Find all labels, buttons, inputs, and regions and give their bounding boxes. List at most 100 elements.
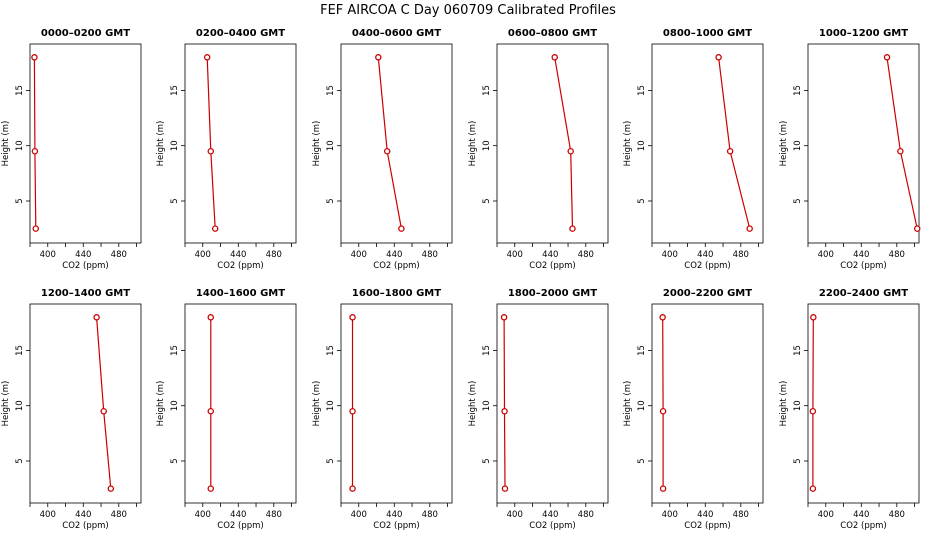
y-tick-label: 15 — [637, 85, 647, 96]
y-tick-label: 5 — [170, 198, 180, 203]
profile-panel: 2000–2200 GMT 400 440 480 5 10 15 CO2 (ppm) Heig… — [623, 288, 764, 531]
profile-data-point — [897, 147, 904, 155]
plot-frame — [807, 43, 920, 244]
profile-panel: 0200–0400 GMT 400 440 480 5 10 15 CO2 (ppm) Heig… — [156, 28, 297, 271]
profile-panel: 0400–0600 GMT 400 440 480 5 10 15 CO2 (ppm) Heig… — [312, 28, 453, 271]
x-tick-label: 400 — [662, 510, 678, 520]
y-tick-label: 5 — [15, 458, 25, 463]
y-axis-label: Height (m) — [779, 381, 789, 427]
y-axis-label: Height (m) — [623, 121, 633, 167]
y-tick-label: 15 — [482, 345, 492, 356]
x-tick-label: 440 — [853, 250, 869, 260]
x-axis-label: CO2 (ppm) — [373, 261, 419, 271]
profile-panel: 0800–1000 GMT 400 440 480 5 10 15 CO2 (ppm) Heig… — [623, 28, 764, 271]
x-tick-label: 400 — [351, 250, 367, 260]
x-tick-label: 400 — [507, 510, 523, 520]
y-axis-label: Height (m) — [1, 381, 11, 427]
y-tick-label: 15 — [170, 345, 180, 356]
y-tick-label: 10 — [482, 400, 492, 411]
profile-series-line — [503, 317, 506, 489]
x-tick-label: 440 — [230, 250, 246, 260]
y-axis-label: Height (m) — [623, 381, 633, 427]
plot-frame — [496, 303, 609, 504]
x-tick-label: 400 — [351, 510, 367, 520]
y-axis-label: Height (m) — [1, 121, 11, 167]
x-tick-label: 400 — [195, 510, 211, 520]
y-tick-label: 10 — [793, 400, 803, 411]
y-tick-label: 15 — [793, 85, 803, 96]
profile-series-line — [718, 57, 751, 229]
x-tick-label: 480 — [266, 250, 282, 260]
x-tick-label: 400 — [40, 510, 56, 520]
y-tick-label: 10 — [482, 140, 492, 151]
x-axis-label: CO2 (ppm) — [684, 261, 730, 271]
x-tick-label: 440 — [75, 510, 91, 520]
x-tick-label: 480 — [889, 510, 905, 520]
profile-panel: 1600–1800 GMT 400 440 480 5 10 15 CO2 (ppm) Heig… — [312, 288, 453, 531]
profile-panel: 0000–0200 GMT 400 440 480 5 10 15 CO2 (ppm) Heig… — [1, 28, 142, 271]
plot-frame — [651, 43, 764, 244]
y-tick-label: 5 — [793, 198, 803, 203]
x-tick-label: 440 — [386, 250, 402, 260]
profile-data-point — [211, 225, 219, 232]
plot-frame — [29, 303, 142, 504]
y-axis-label: Height (m) — [468, 381, 478, 427]
y-tick-label: 15 — [15, 345, 25, 356]
profile-panel: 1400–1600 GMT 400 440 480 5 10 15 CO2 (ppm) Heig… — [156, 288, 297, 531]
profile-panel: 1800–2000 GMT 400 440 480 5 10 15 CO2 (ppm) Heig… — [468, 288, 609, 531]
x-tick-label: 400 — [818, 250, 834, 260]
plot-frame — [496, 43, 609, 244]
plot-frame — [651, 303, 764, 504]
y-tick-label: 5 — [15, 198, 25, 203]
profile-data-point — [203, 54, 211, 61]
x-tick-label: 400 — [40, 250, 56, 260]
x-tick-label: 480 — [578, 250, 594, 260]
x-axis-label: CO2 (ppm) — [840, 261, 886, 271]
y-tick-label: 15 — [15, 85, 25, 96]
profile-data-point — [349, 314, 356, 321]
profile-panel: 2200–2400 GMT 400 440 480 5 10 15 CO2 (ppm) Heig… — [779, 288, 920, 531]
panel-title: 0800–1000 GMT — [663, 28, 752, 39]
panel-title: 1400–1600 GMT — [196, 288, 285, 299]
x-tick-label: 400 — [507, 250, 523, 260]
panel-title: 1600–1800 GMT — [352, 288, 441, 299]
profile-data-point — [207, 407, 215, 415]
y-tick-label: 15 — [482, 85, 492, 96]
y-axis-label: Height (m) — [156, 121, 166, 167]
y-tick-label: 15 — [326, 85, 336, 96]
x-tick-label: 480 — [422, 250, 438, 260]
x-axis-label: CO2 (ppm) — [529, 521, 575, 531]
y-tick-label: 5 — [637, 198, 647, 203]
profile-data-point — [501, 485, 509, 492]
y-tick-label: 10 — [170, 140, 180, 151]
profile-series-line — [377, 57, 402, 229]
x-tick-label: 440 — [697, 250, 713, 260]
x-axis-label: CO2 (ppm) — [684, 521, 730, 531]
x-tick-label: 440 — [386, 510, 402, 520]
y-axis-label: Height (m) — [156, 381, 166, 427]
y-tick-label: 10 — [15, 140, 25, 151]
y-tick-label: 15 — [170, 85, 180, 96]
profile-data-point — [207, 314, 215, 321]
profile-series-line — [206, 57, 216, 229]
profile-data-point — [500, 314, 508, 321]
y-tick-label: 10 — [326, 400, 336, 411]
x-axis-label: CO2 (ppm) — [529, 261, 575, 271]
profile-panel: 1000–1200 GMT 400 440 480 5 10 15 CO2 (ppm) Heig… — [779, 28, 921, 271]
x-tick-label: 440 — [697, 510, 713, 520]
y-tick-label: 5 — [326, 458, 336, 463]
x-tick-label: 480 — [733, 250, 749, 260]
profile-panel: 0600–0800 GMT 400 440 480 5 10 15 CO2 (ppm) Heig… — [468, 28, 609, 271]
panel-title: 0400–0600 GMT — [352, 28, 441, 39]
y-tick-label: 10 — [637, 140, 647, 151]
y-tick-label: 5 — [170, 458, 180, 463]
x-axis-label: CO2 (ppm) — [217, 261, 263, 271]
plot-frame — [29, 43, 142, 244]
panel-title: 0600–0800 GMT — [508, 28, 597, 39]
plot-frame — [184, 43, 297, 244]
y-tick-label: 15 — [793, 345, 803, 356]
y-tick-label: 5 — [326, 198, 336, 203]
profile-data-point — [726, 147, 734, 155]
x-tick-label: 440 — [75, 250, 91, 260]
